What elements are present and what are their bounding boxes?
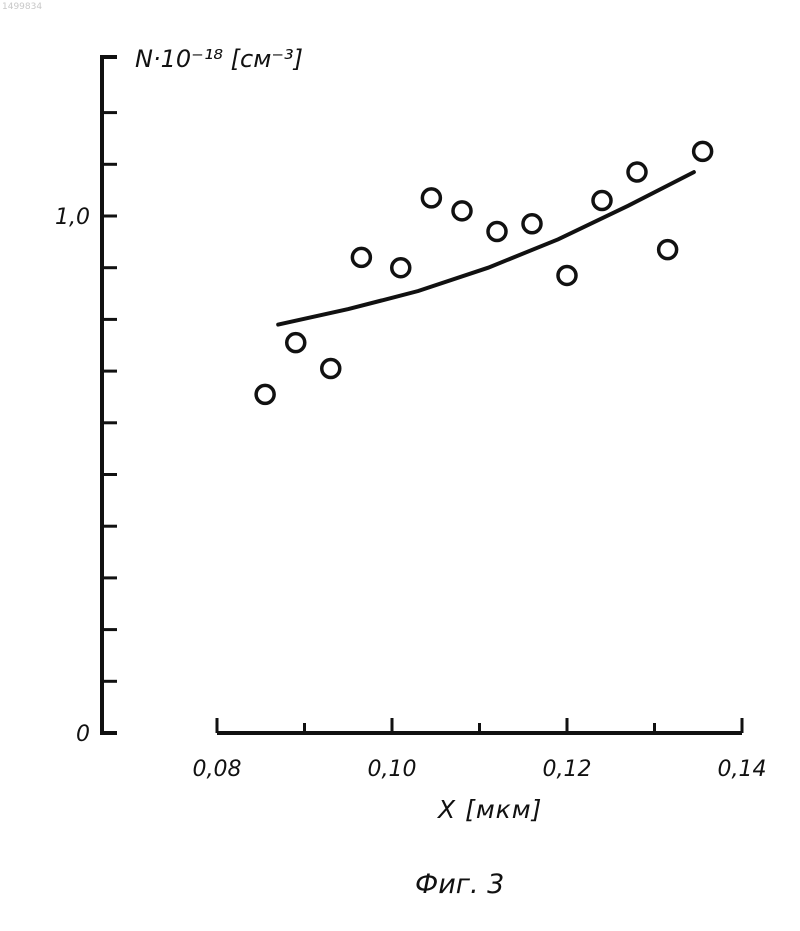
figure-caption: Фиг. 3 [415, 869, 504, 900]
data-point [352, 248, 370, 266]
x-tick-label: 0,14 [718, 757, 767, 782]
corner-mark: 1499834 [2, 2, 42, 12]
axes [100, 55, 742, 733]
fit-curve [278, 172, 694, 325]
data-point [287, 334, 305, 352]
x-tick-label: 0,08 [193, 757, 242, 782]
data-point [453, 202, 471, 220]
data-point [694, 142, 712, 160]
data-point [488, 223, 506, 241]
x-tick-label: 0,12 [543, 757, 592, 782]
data-point [558, 266, 576, 284]
y-tick-label: 0 [76, 722, 90, 747]
y-tick-label: 1,0 [55, 205, 90, 230]
data-point [256, 385, 274, 403]
data-point [628, 163, 646, 181]
data-point [659, 241, 677, 259]
x-tick-label: 0,10 [368, 757, 417, 782]
data-point [322, 360, 340, 378]
data-point [593, 191, 611, 209]
x-axis-label: X [мкм] [436, 795, 542, 824]
data-point [523, 215, 541, 233]
x-ticks [217, 718, 742, 733]
data-points [256, 142, 712, 403]
y-axis-label: N·10⁻¹⁸ [см⁻³] [135, 45, 303, 73]
data-point [422, 189, 440, 207]
data-point [392, 259, 410, 277]
y-minor-ticks [102, 113, 117, 682]
